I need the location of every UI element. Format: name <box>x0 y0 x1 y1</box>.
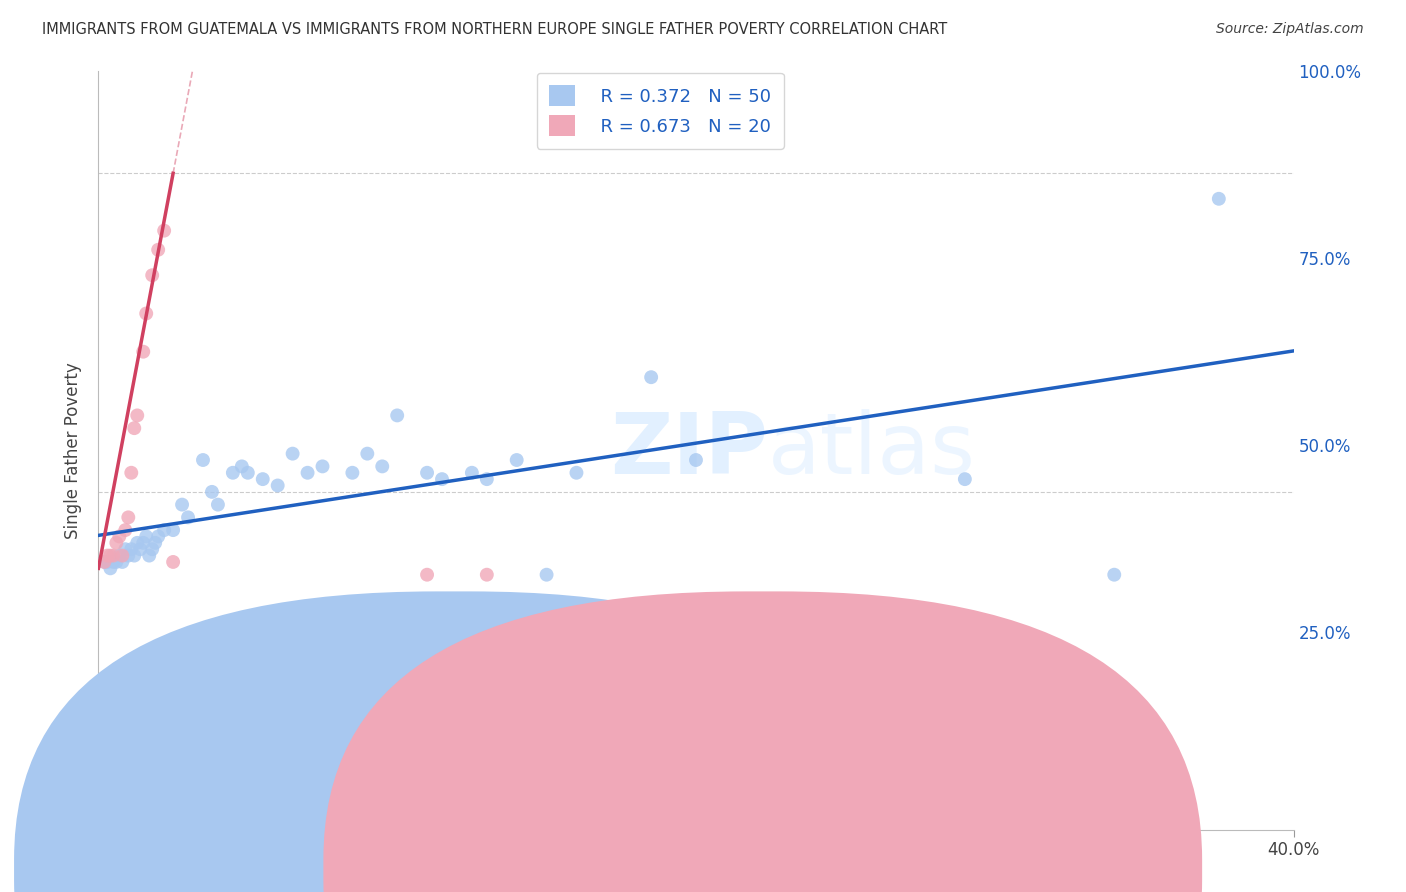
Point <box>148 243 170 257</box>
Text: Source: ZipAtlas.com: Source: ZipAtlas.com <box>1216 22 1364 37</box>
Point <box>461 466 484 480</box>
Point <box>430 472 453 486</box>
Point <box>132 344 155 359</box>
Y-axis label: Single Father Poverty: Single Father Poverty <box>65 362 83 539</box>
Point <box>127 536 149 550</box>
Point <box>98 549 122 563</box>
Point <box>108 549 131 563</box>
Point <box>231 459 253 474</box>
Point <box>172 498 194 512</box>
Point <box>685 453 707 467</box>
Point <box>177 510 200 524</box>
Point <box>148 529 170 543</box>
Point <box>252 472 274 486</box>
Legend:   R = 0.372   N = 50,   R = 0.673   N = 20: R = 0.372 N = 50, R = 0.673 N = 20 <box>537 73 783 149</box>
Point <box>297 466 319 480</box>
Point <box>311 459 333 474</box>
Point <box>162 523 184 537</box>
Text: Immigrants from Northern Europe: Immigrants from Northern Europe <box>783 861 1064 879</box>
Point <box>342 466 364 480</box>
Point <box>191 453 214 467</box>
Point <box>124 549 146 563</box>
Point <box>96 549 118 563</box>
Point <box>201 484 224 499</box>
Point <box>120 542 142 557</box>
Point <box>506 453 529 467</box>
Point <box>105 536 128 550</box>
Point <box>135 529 157 543</box>
Point <box>162 555 184 569</box>
Point <box>416 567 439 582</box>
Point <box>153 523 176 537</box>
Point <box>117 510 139 524</box>
Point <box>565 466 588 480</box>
Point <box>143 536 166 550</box>
Point <box>416 466 439 480</box>
Point <box>385 409 409 423</box>
Point <box>124 421 146 435</box>
Point <box>129 542 152 557</box>
Point <box>103 549 125 563</box>
Point <box>1104 567 1126 582</box>
Point <box>93 555 115 569</box>
Text: Immigrants from Guatemala: Immigrants from Guatemala <box>474 861 710 879</box>
Point <box>108 529 131 543</box>
Point <box>117 549 139 563</box>
Point <box>640 370 662 384</box>
Point <box>371 459 394 474</box>
Point <box>120 466 142 480</box>
Point <box>536 567 558 582</box>
Point <box>207 498 229 512</box>
Point <box>475 567 498 582</box>
Point <box>135 306 157 320</box>
Point <box>105 555 128 569</box>
Point <box>98 561 122 575</box>
Point <box>267 478 290 492</box>
Point <box>1208 192 1230 206</box>
Text: atlas: atlas <box>768 409 976 492</box>
Point <box>93 555 115 569</box>
Point <box>132 536 155 550</box>
Point <box>138 549 160 563</box>
Point <box>111 549 134 563</box>
Point <box>96 555 118 569</box>
Point <box>222 466 245 480</box>
Text: IMMIGRANTS FROM GUATEMALA VS IMMIGRANTS FROM NORTHERN EUROPE SINGLE FATHER POVER: IMMIGRANTS FROM GUATEMALA VS IMMIGRANTS … <box>42 22 948 37</box>
Point <box>141 268 163 283</box>
Point <box>153 224 176 238</box>
Point <box>281 447 304 461</box>
Point <box>475 472 498 486</box>
Text: ZIP: ZIP <box>610 409 768 492</box>
Point <box>141 542 163 557</box>
Point <box>103 555 125 569</box>
Point <box>127 409 149 423</box>
Point <box>114 542 136 557</box>
Point <box>953 472 976 486</box>
Point <box>111 555 134 569</box>
Point <box>236 466 259 480</box>
Point <box>356 447 378 461</box>
Point <box>114 523 136 537</box>
